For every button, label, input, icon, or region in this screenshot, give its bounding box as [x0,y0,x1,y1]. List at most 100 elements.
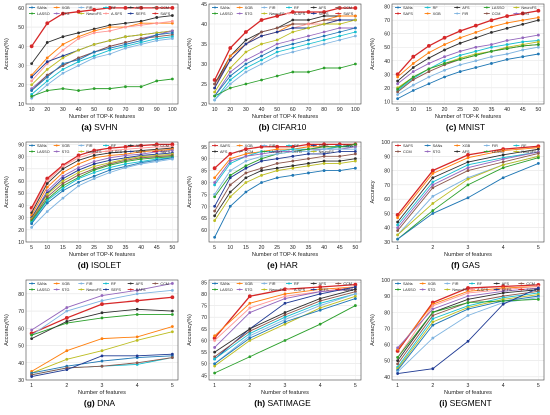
legend-label: FIR [452,282,458,286]
data-point-sans [213,362,217,366]
y-tick-label: 50 [18,25,24,31]
x-tick-label: 3 [467,383,470,389]
data-point-safs [489,18,494,23]
data-point-sans [490,62,493,65]
y-tick-label: 75 [201,304,207,310]
data-point-sans [353,166,357,170]
data-point-sans [431,212,435,215]
y-tick-label: 60 [201,228,207,234]
data-point-xgb [61,42,65,46]
data-point-safs [107,5,112,10]
data-point-neurofs [139,33,143,37]
legend-label: NeuroFS [86,12,102,16]
data-point-afs [124,21,127,25]
subplot-title: (h) SATIMAGE [254,398,311,408]
data-point-sans [338,169,342,172]
legend-marker [421,288,424,291]
data-point-fir [108,52,112,56]
data-point-a-sfs [92,31,96,35]
data-point-lasso [283,339,287,342]
data-point-safs [107,146,112,150]
data-point-safs [100,302,104,307]
data-point-afs [30,337,34,341]
data-point-sans [501,176,505,180]
x-tick-label: 10 [29,107,35,113]
data-point-neurofs [170,330,174,334]
legend-marker [337,288,340,291]
data-point-safs [353,282,358,287]
legend-label: NeuroFS [319,150,335,154]
y-tick-label: 45 [201,373,207,379]
subplot-title: (b) CIFAR10 [259,122,307,132]
data-point-safs [228,46,233,50]
data-point-xgb [431,172,435,175]
subplot-9: 40 50 60 70 80 90 100 1 2 3 4 5 SANs XGB FIR RF AFS CCM LA… [370,278,545,408]
data-point-sefs [61,177,65,180]
data-point-sans [77,180,80,184]
series-line-sefs [31,30,173,78]
legend-label: FIR [492,144,498,148]
x-tick-label: 60 [290,107,296,113]
x-tick-label: 25 [274,245,280,251]
data-point-rf [108,166,112,170]
data-point-lasso [244,164,248,168]
data-point-rf [45,199,49,202]
data-point-rf [458,53,462,57]
legend-marker [495,282,498,285]
data-point-a-sfs [307,22,310,26]
data-point-xgb [396,75,400,79]
legend-label: SANs [403,6,413,10]
data-point-lasso [322,66,326,70]
data-point-fir [431,336,435,340]
legend-label: A-SFS [294,288,306,292]
data-point-xgb [61,171,65,174]
data-point-sefs [275,157,279,161]
data-point-stg [338,26,342,30]
data-point-lasso [466,183,470,187]
data-point-ccm [61,182,65,185]
y-tick-label: 60 [18,179,24,185]
legend-label: SAFS [160,150,170,154]
legend-marker [312,288,315,291]
data-point-xgb [443,43,446,46]
x-tick-label: 10 [44,245,50,251]
data-point-xgb [92,29,96,33]
legend-label: AFS [319,282,327,286]
data-point-sefs [338,18,342,22]
data-point-xgb [396,216,400,220]
x-axis-label: Number of features [261,390,309,396]
legend-marker [154,282,157,285]
data-point-lasso [155,79,159,83]
y-tick-label: 10 [18,240,24,246]
legend-label: XGB [245,6,253,10]
data-point-rf [92,171,96,174]
series-line-safs [214,7,356,81]
data-point-afs [213,350,217,354]
data-point-sans [61,62,65,66]
legend-marker [426,150,429,153]
x-tick-label: 10 [227,245,233,251]
data-point-fir [338,147,342,151]
legend-marker [55,150,58,153]
legend-label: STG [428,288,436,292]
data-point-xgb [536,16,540,19]
y-tick-label: 65 [201,327,207,333]
series-line-stg [31,150,173,218]
y-tick-label: 30 [384,240,390,246]
data-point-safs [212,78,217,82]
data-point-ccm [353,152,357,156]
data-point-rf [307,42,310,46]
data-point-neurofs [283,322,287,326]
data-point-safs [64,316,69,320]
x-tick-label: 45 [154,245,160,251]
data-point-a-sfs [170,19,174,23]
legend-marker [238,12,241,15]
series-line-lasso [31,156,173,222]
data-point-stg [61,174,65,178]
legend-marker [426,144,429,147]
data-point-afs [458,41,462,45]
legend-label: XGB [62,6,70,10]
x-tick-label: 90 [154,107,160,113]
legend-marker [31,288,33,291]
data-point-fir [244,159,248,163]
